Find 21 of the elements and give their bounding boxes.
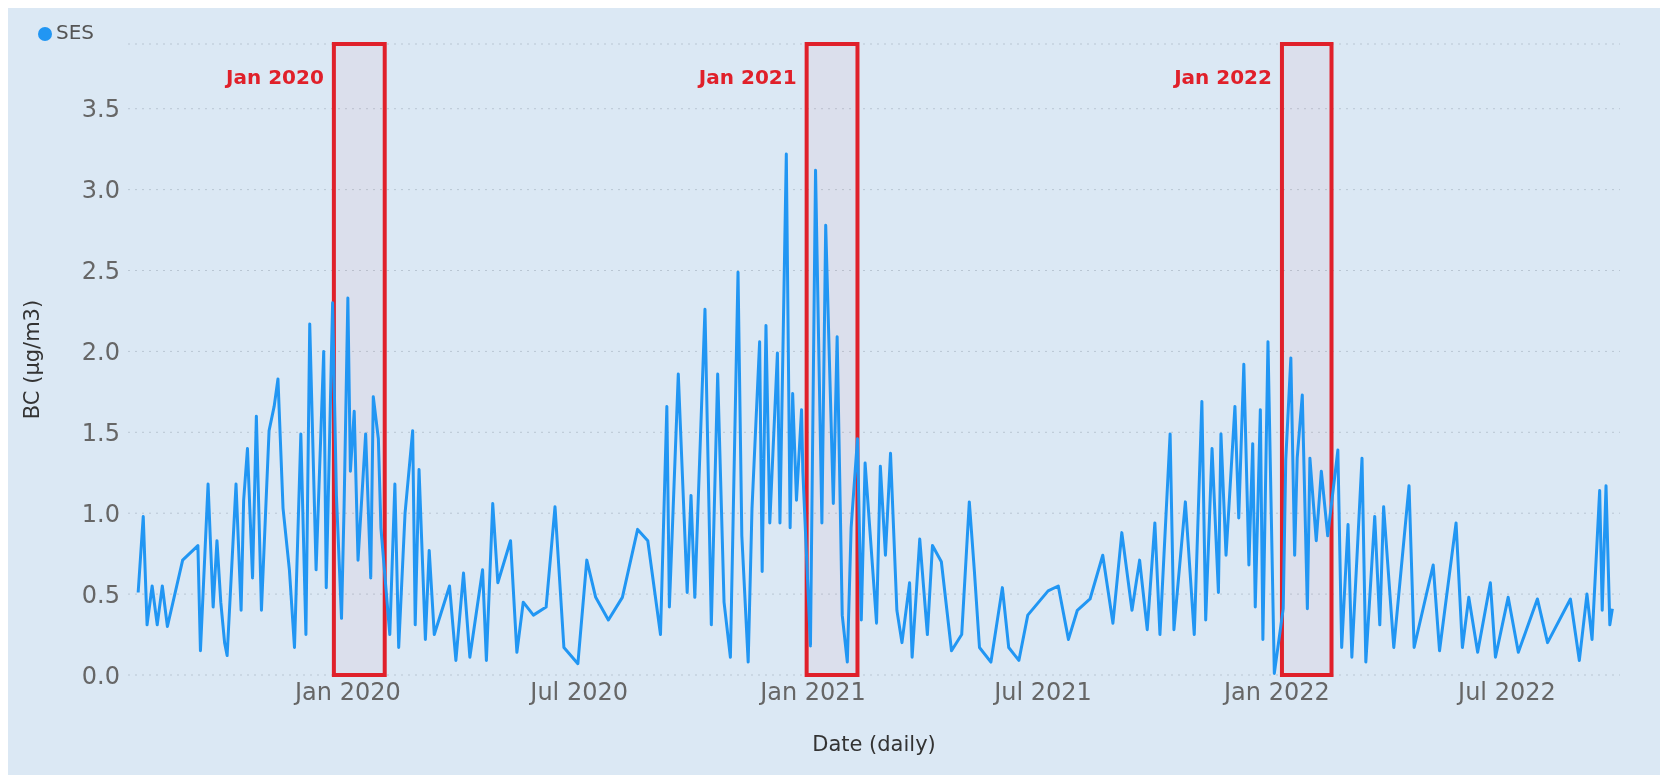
x-tick-label: Jul 2022: [1456, 678, 1556, 707]
legend-label: SES: [56, 20, 95, 44]
x-tick-label: Jan 2022: [1222, 678, 1330, 707]
band-label: Jan 2020: [224, 65, 324, 89]
line-series: [136, 152, 1614, 675]
y-tick-label: 3.5: [81, 95, 120, 124]
y-tick-label: 0.0: [81, 661, 120, 690]
x-axis-title: Date (daily): [812, 732, 936, 756]
y-tick-label: 2.5: [81, 257, 120, 286]
band-label: Jan 2022: [1172, 65, 1272, 89]
x-tick-label: Jul 2021: [992, 678, 1092, 707]
y-tick-label: 0.5: [81, 580, 120, 609]
x-tick-label: Jul 2020: [528, 678, 628, 707]
x-tick-label: Jan 2020: [293, 678, 401, 707]
y-tick-label: 1.0: [81, 499, 120, 528]
y-axis-title: BC (µg/m3): [20, 299, 45, 420]
y-tick-label: 2.0: [81, 337, 120, 366]
band-label: Jan 2021: [696, 65, 797, 89]
y-tick-label: 3.0: [81, 176, 120, 205]
x-tick-label: Jan 2021: [758, 678, 866, 707]
y-tick-label: 1.5: [81, 418, 120, 447]
